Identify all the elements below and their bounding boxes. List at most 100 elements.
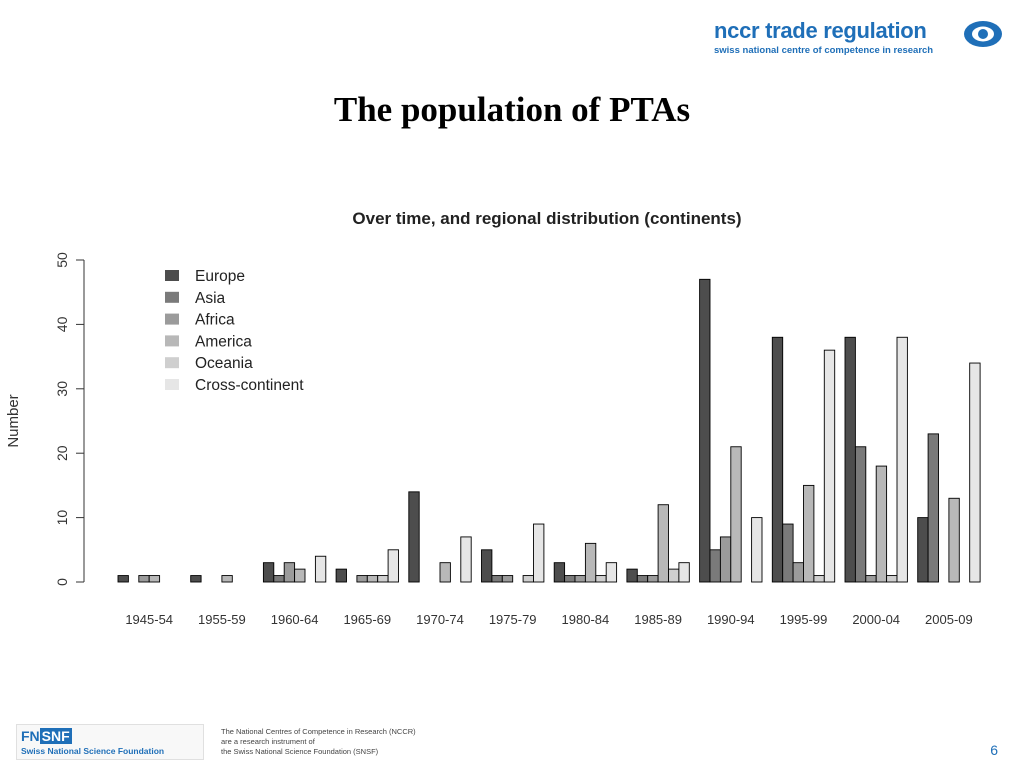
bar-oceania (377, 575, 389, 583)
logo-sub-text: swiss national centre of competence in r… (714, 45, 934, 56)
bar-america (803, 484, 815, 583)
x-tick-label: 1955-59 (198, 612, 246, 627)
bar-europe (408, 491, 420, 583)
bar-chart: Over time, and regional distribution (co… (5, 209, 981, 627)
footer-line: The National Centres of Competence in Re… (221, 727, 416, 736)
bar-cross-continent (533, 523, 545, 583)
bar-africa (138, 575, 150, 583)
x-tick-label: 1945-54 (125, 612, 173, 627)
bar-cross-continent (605, 562, 618, 583)
x-tick-label: 1965-69 (343, 612, 391, 627)
legend-label: Africa (195, 312, 235, 329)
snsf-logo-subtitle: Swiss National Science Foundation (21, 746, 165, 756)
y-axis-label: Number (5, 394, 22, 447)
bar-oceania (595, 575, 607, 583)
bar-oceania (668, 568, 680, 583)
bar-europe (481, 549, 493, 583)
legend-swatch (165, 379, 179, 390)
x-tick-label: 2000-04 (852, 612, 900, 627)
footer-line: are a research instrument of (221, 737, 315, 746)
x-tick-label: 1975-79 (489, 612, 537, 627)
bar-africa (501, 575, 514, 583)
y-tick-label: 10 (54, 510, 70, 526)
bar-cross-continent (751, 517, 763, 583)
bar-europe (844, 336, 856, 583)
logo-snf-text: SNF (39, 728, 72, 744)
y-tick-label: 50 (54, 252, 70, 268)
bar-america (948, 497, 960, 583)
bar-cross-continent (969, 362, 981, 583)
y-tick-label: 40 (54, 316, 70, 332)
bar-cross-continent (823, 349, 836, 583)
bar-america (584, 542, 597, 583)
x-tick-label: 1995-99 (780, 612, 828, 627)
bar-cross-continent (460, 536, 472, 583)
bar-america (221, 575, 233, 583)
bar-cross-continent (387, 549, 399, 583)
bar-europe (335, 568, 347, 583)
bar-america (148, 575, 161, 583)
x-tick-label: 1990-94 (707, 612, 755, 627)
bar-asia (273, 575, 285, 583)
bar-africa (574, 575, 586, 583)
x-tick-label: 1970-74 (416, 612, 464, 627)
y-tick-label: 30 (54, 381, 70, 397)
bar-america (657, 504, 669, 583)
bar-asia (854, 446, 867, 583)
slide-title: The population of PTAs (333, 90, 691, 129)
legend-label: Oceania (195, 355, 253, 372)
legend-swatch (165, 313, 179, 325)
bar-oceania (813, 575, 825, 583)
bar-asia (491, 575, 503, 583)
nccr-logo: nccr trade regulation swiss national cen… (714, 18, 1004, 70)
bar-africa (647, 575, 659, 583)
legend-label: America (195, 333, 252, 350)
bar-africa (792, 562, 804, 583)
x-tick-label: 1985-89 (634, 612, 682, 627)
bar-asia (782, 523, 794, 583)
legend-label: Cross-continent (195, 377, 304, 394)
bar-america (366, 575, 379, 583)
legend-swatch (165, 270, 179, 281)
legend-swatch (165, 291, 179, 303)
x-tick-label: 1960-64 (271, 612, 319, 627)
bar-europe (262, 562, 275, 583)
y-tick-label: 0 (54, 578, 70, 586)
bar-asia (636, 575, 649, 583)
bar-asia (564, 575, 576, 583)
bar-africa (865, 575, 877, 583)
bar-africa (356, 575, 368, 583)
bar-asia (927, 433, 939, 583)
bar-oceania (886, 575, 898, 583)
chart-title: Over time, and regional distribution (co… (352, 209, 741, 228)
bar-america (730, 446, 742, 583)
x-tick-label: 2005-09 (925, 612, 973, 627)
bar-europe (117, 575, 129, 583)
legend-swatch (165, 335, 179, 347)
legend-label: Europe (195, 268, 245, 285)
bar-america (294, 568, 306, 583)
bar-africa (283, 562, 296, 583)
snsf-logo: FN SNF Swiss National Science Foundation (16, 724, 204, 760)
bar-europe (626, 568, 638, 583)
footer-line: the Swiss National Science Foundation (S… (221, 747, 379, 756)
logo-main-text: nccr trade regulation (714, 18, 927, 43)
bar-asia (709, 549, 721, 583)
bar-africa (719, 536, 732, 583)
bar-cross-continent (896, 336, 908, 583)
y-tick-label: 20 (54, 445, 70, 461)
bar-europe (917, 517, 929, 583)
logo-fn-text: FN (21, 728, 40, 744)
footer-text: The National Centres of Competence in Re… (221, 727, 416, 757)
eye-logo-icon (964, 21, 1002, 47)
x-tick-label: 1980-84 (562, 612, 610, 627)
bar-europe (553, 562, 566, 583)
bar-cross-continent (314, 555, 327, 583)
bar-america (875, 465, 888, 583)
bar-oceania (522, 575, 534, 583)
bar-europe (190, 575, 202, 583)
bar-america (439, 562, 451, 583)
bar-cross-continent (678, 562, 690, 583)
bar-europe (771, 336, 784, 583)
bar-europe (699, 278, 711, 583)
